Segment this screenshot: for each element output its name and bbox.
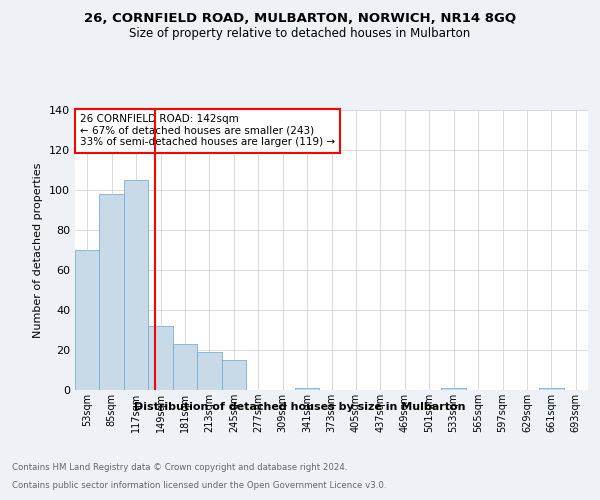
Bar [173, 344, 197, 390]
Bar [221, 360, 246, 390]
Bar [197, 352, 221, 390]
Text: Size of property relative to detached houses in Mulbarton: Size of property relative to detached ho… [130, 28, 470, 40]
Text: 26, CORNFIELD ROAD, MULBARTON, NORWICH, NR14 8GQ: 26, CORNFIELD ROAD, MULBARTON, NORWICH, … [84, 12, 516, 26]
Text: 26 CORNFIELD ROAD: 142sqm
← 67% of detached houses are smaller (243)
33% of semi: 26 CORNFIELD ROAD: 142sqm ← 67% of detac… [80, 114, 335, 148]
Bar [442, 388, 466, 390]
Bar [75, 250, 100, 390]
Bar [100, 194, 124, 390]
Text: Contains HM Land Registry data © Crown copyright and database right 2024.: Contains HM Land Registry data © Crown c… [12, 462, 347, 471]
Bar [539, 388, 563, 390]
Bar [295, 388, 319, 390]
Text: Distribution of detached houses by size in Mulbarton: Distribution of detached houses by size … [134, 402, 466, 412]
Y-axis label: Number of detached properties: Number of detached properties [34, 162, 43, 338]
Bar [148, 326, 173, 390]
Text: Contains public sector information licensed under the Open Government Licence v3: Contains public sector information licen… [12, 481, 386, 490]
Bar [124, 180, 148, 390]
